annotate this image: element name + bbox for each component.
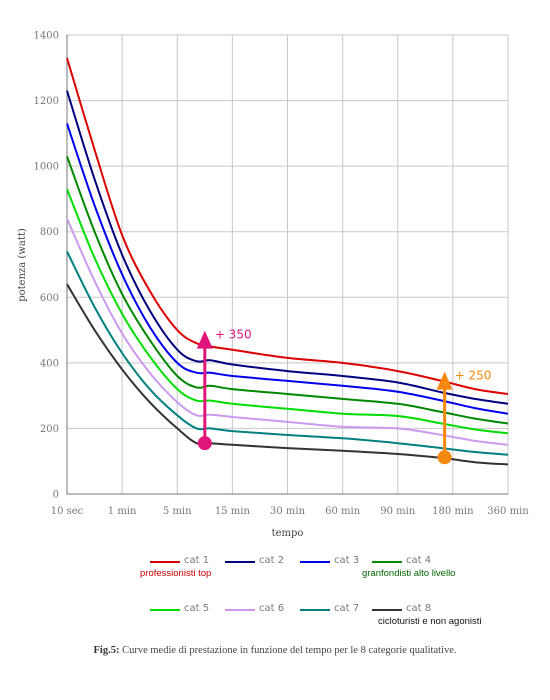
y-tick-label: 1200	[34, 96, 59, 107]
x-tick-label: 5 min	[163, 506, 192, 517]
series-line	[66, 218, 509, 446]
x-axis-title: tempo	[272, 528, 304, 539]
series-line	[66, 188, 509, 435]
x-tick-label: 90 min	[380, 506, 416, 517]
annotation-label: + 250	[455, 369, 492, 383]
y-tick-label: 200	[40, 424, 59, 435]
y-tick-label: 1000	[34, 162, 59, 173]
caption-prefix: Fig.5:	[93, 645, 120, 656]
x-tick-label: 1 min	[108, 506, 137, 517]
annotation-dot	[437, 450, 452, 465]
x-tick-label: 10 sec	[51, 506, 84, 517]
y-tick-label: 400	[40, 358, 59, 369]
x-tick-label: 180 min	[432, 506, 474, 517]
annotation-dot	[197, 436, 212, 451]
annotation-arrowhead	[436, 371, 453, 390]
y-axis-title: potenza (watt)	[17, 228, 28, 302]
y-tick-label: 0	[53, 490, 59, 501]
y-tick-label: 600	[40, 293, 59, 304]
series-line	[66, 57, 509, 395]
series-line	[66, 155, 509, 425]
annotation-arrowhead	[196, 330, 213, 349]
y-tick-label: 800	[40, 227, 59, 238]
annotation-label: + 350	[215, 328, 252, 342]
series-line	[66, 90, 509, 405]
x-tick-label: 30 min	[270, 506, 306, 517]
x-tick-label: 15 min	[215, 506, 251, 517]
y-tick-label: 1400	[34, 31, 59, 42]
series-line	[66, 123, 509, 415]
x-tick-label: 60 min	[325, 506, 361, 517]
series-line	[66, 250, 509, 456]
caption-text: Curve medie di prestazione in funzione d…	[119, 645, 457, 656]
figure-caption: Fig.5: Curve medie di prestazione in fun…	[0, 645, 550, 656]
x-tick-label: 360 min	[487, 506, 529, 517]
